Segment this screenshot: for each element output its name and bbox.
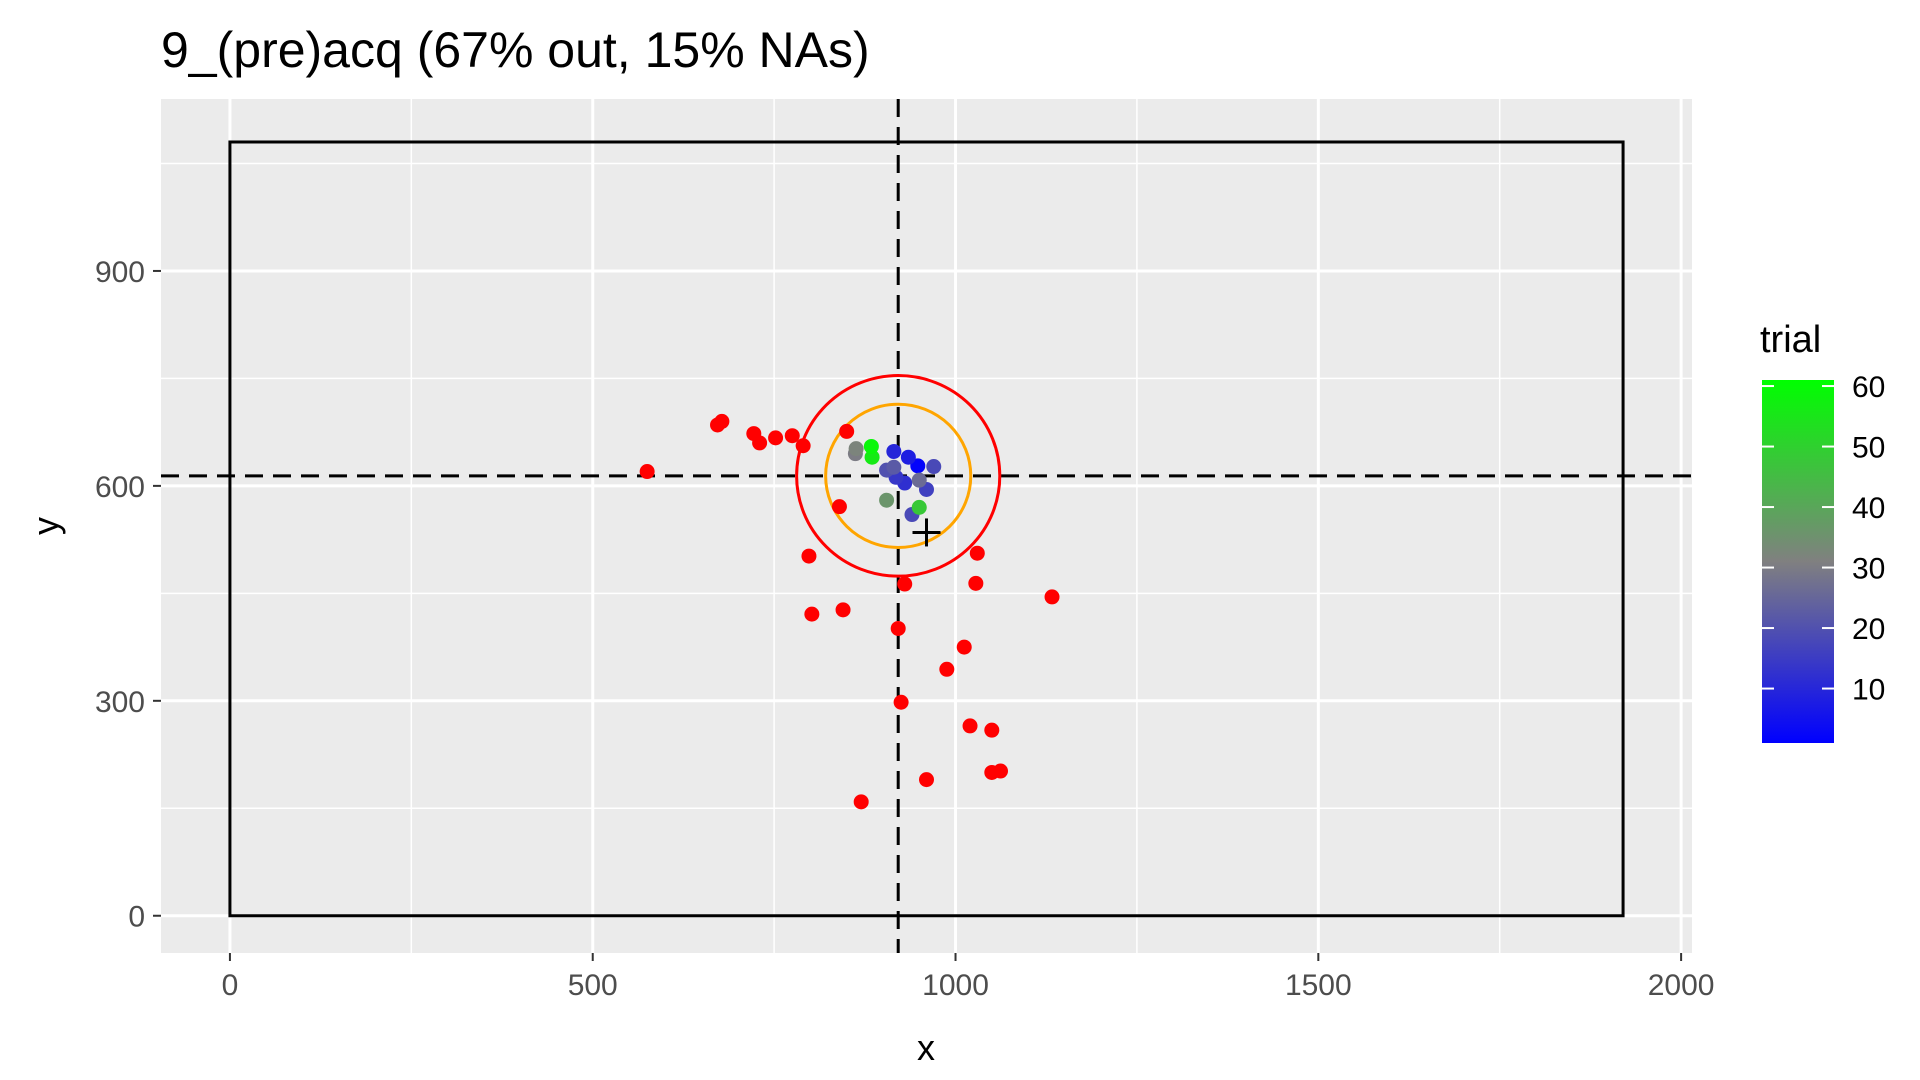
outlier-point: [1044, 589, 1060, 605]
outlier-point: [801, 548, 817, 564]
minor-gridlines: [161, 99, 1692, 953]
trial-point: [911, 472, 927, 488]
x-tick-label: 2000: [1648, 969, 1715, 1002]
colorbar-ticks: 10 20 30 40 50 60: [1762, 371, 1885, 707]
x-tick-label: 500: [568, 969, 618, 1002]
colorbar-tick-label: 10: [1852, 674, 1885, 707]
x-tick-label: 0: [222, 969, 239, 1002]
outlier-point: [639, 464, 655, 480]
outlier-point: [962, 718, 978, 734]
outlier-point: [795, 438, 811, 454]
outlier-point: [968, 575, 984, 591]
x-axis: 0 500 1000 1500 2000: [222, 953, 1715, 1002]
outlier-point: [919, 772, 934, 788]
x-tick-label: 1500: [1285, 969, 1352, 1002]
outlier-point: [993, 763, 1009, 779]
colorbar-tick-label: 60: [1852, 371, 1885, 404]
screen-boundary: [228, 140, 1625, 918]
trial-point: [926, 459, 942, 475]
y-tick-label: 900: [95, 256, 145, 289]
outer-circle: [795, 374, 1002, 578]
outlier-point: [768, 430, 784, 446]
outlier-point: [853, 794, 869, 810]
plot-layer: [161, 99, 1692, 953]
outlier-point: [784, 428, 800, 444]
outlier-point: [752, 435, 768, 451]
colorbar-tick-label: 50: [1852, 432, 1885, 465]
y-axis: 0 300 600 900: [95, 256, 161, 934]
outlier-point: [893, 694, 909, 710]
trial-point: [863, 438, 879, 454]
outlier-point: [969, 545, 985, 561]
trial-point: [864, 449, 880, 465]
colorbar-tick-label: 30: [1852, 553, 1885, 586]
outlier-point: [939, 661, 955, 677]
outlier-point: [835, 602, 851, 618]
outlier-point: [839, 423, 855, 439]
chart-title: 9_(pre)acq (67% out, 15% NAs): [161, 22, 870, 78]
outlier-point: [897, 576, 913, 592]
y-axis-title: y: [25, 517, 66, 535]
outlier-point: [890, 620, 906, 636]
x-tick-label: 1000: [922, 969, 989, 1002]
colorbar-tick-label: 20: [1852, 613, 1885, 646]
outlier-point: [956, 639, 972, 655]
colorbar-tick-label: 40: [1852, 492, 1885, 525]
x-axis-title: x: [917, 1027, 935, 1068]
outlier-point: [714, 413, 730, 429]
trial-point: [911, 499, 927, 515]
y-tick-label: 300: [95, 686, 145, 719]
trial-point: [848, 441, 864, 457]
outlier-point: [831, 499, 847, 515]
colorbar: [1762, 380, 1834, 743]
trial-point: [886, 459, 902, 475]
legend-title: trial: [1760, 319, 1821, 361]
y-tick-label: 0: [128, 901, 145, 934]
y-tick-label: 600: [95, 471, 145, 504]
trial-point: [886, 443, 902, 459]
inner-circle: [824, 402, 973, 549]
trial-point: [879, 492, 895, 508]
trial-point: [900, 449, 916, 465]
outlier-point: [804, 606, 820, 622]
trial-colorbar-legend: trial 10 20 30 40 50 60: [1760, 319, 1885, 743]
outlier-point: [984, 722, 1000, 738]
